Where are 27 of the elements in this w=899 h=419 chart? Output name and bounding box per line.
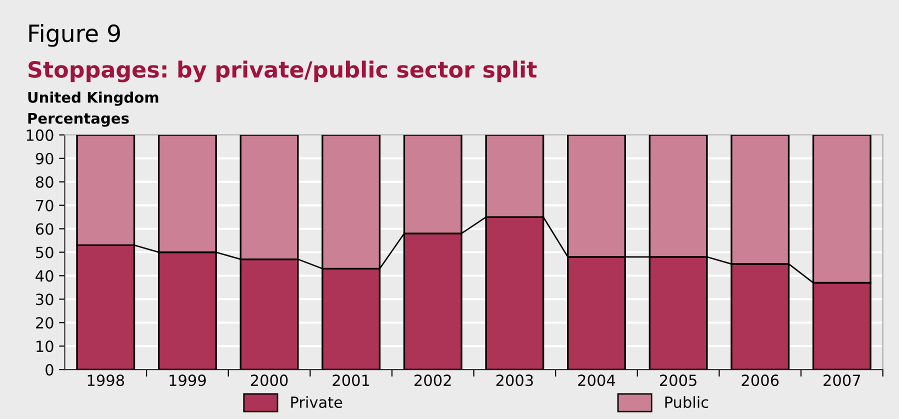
y-tick-label: 30 [36,294,54,306]
y-tick-label: 80 [36,176,54,188]
x-tick-label: 1998 [88,374,124,386]
chart-title: Figure 9 [29,24,120,47]
text: United Kingdom [28,92,158,106]
x-tick-label: 2007 [824,374,860,386]
y-tick-label: 20 [36,317,54,329]
legend-label: Public [665,396,708,408]
text: Percentages [28,112,129,127]
y-tick-label: 40 [36,270,54,282]
y-tick-label: 10 [36,340,54,352]
x-tick-label: 2000 [250,374,288,386]
y-tick-label: 60 [36,223,54,235]
legend-label: Private [291,396,342,408]
x-tick-label: 1999 [170,374,206,386]
x-tick-label: 2006 [742,374,779,386]
chart-subtitle: Stoppages: by private/public sector split [28,60,537,82]
y-tick-label: 70 [36,200,54,212]
x-tick-label: 2003 [496,374,533,386]
y-tick-label: 100 [26,129,54,141]
x-tick-label: 2005 [660,374,696,386]
y-tick-label: 90 [36,152,54,164]
x-tick-label: 2001 [332,374,370,386]
x-tick-label: 2004 [578,374,616,386]
x-tick-label: 2002 [414,374,451,386]
y-tick-label: 50 [36,246,54,258]
y-tick-label: 0 [46,364,54,376]
